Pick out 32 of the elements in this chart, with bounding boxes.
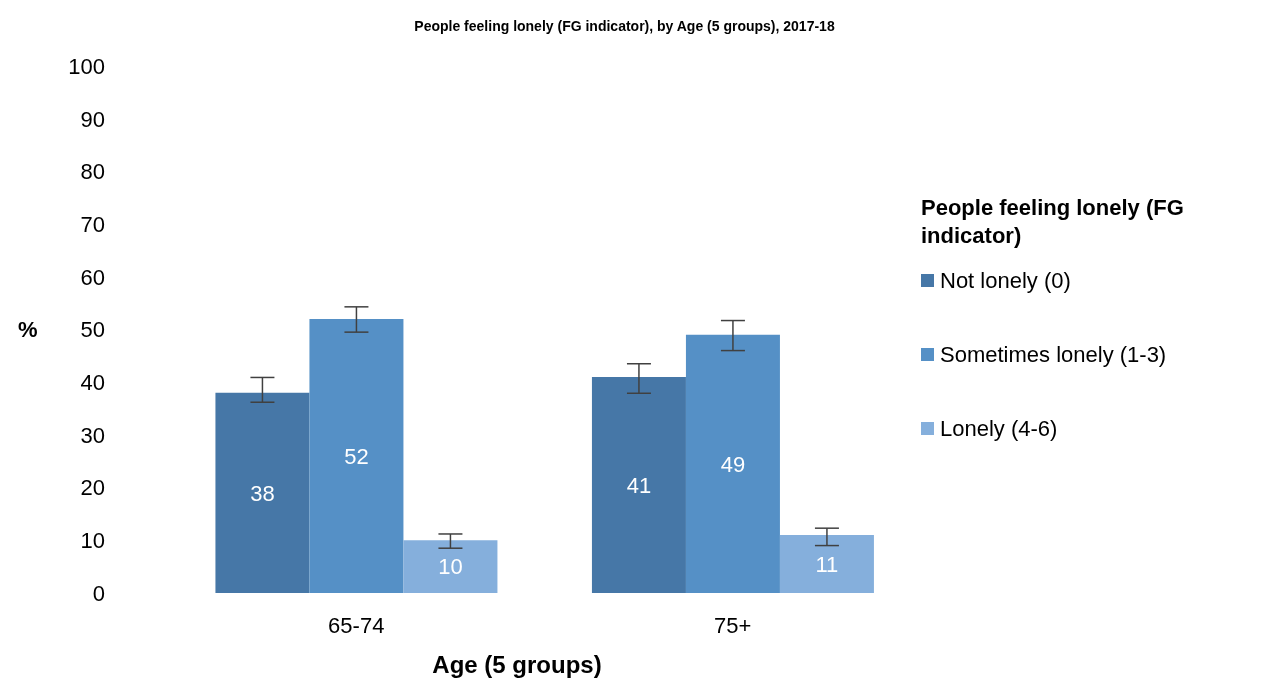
chart-title: People feeling lonely (FG indicator), by Age (5 groups), 2017-18: [413, 17, 836, 36]
bar: [215, 392, 310, 593]
y-tick-label: 30: [80, 422, 105, 448]
legend-label: Not lonely (0): [940, 267, 1071, 294]
y-tick-label: 90: [80, 106, 105, 132]
data-label: 41: [626, 472, 652, 498]
y-tick-label: 100: [68, 53, 105, 79]
y-axis-title: %: [18, 317, 38, 343]
y-tick-label: 70: [80, 211, 105, 237]
data-label: 52: [344, 443, 369, 469]
y-tick-label: 20: [80, 475, 105, 501]
legend-title: People feeling lonely (FG indicator): [921, 193, 1185, 250]
data-label: 49: [720, 451, 746, 477]
y-tick-label: 80: [80, 159, 105, 185]
y-tick-label: 50: [80, 317, 105, 343]
bar: [779, 535, 874, 593]
data-label: 10: [438, 554, 463, 580]
x-axis-title: Age (5 groups): [432, 651, 602, 678]
bar: [591, 376, 686, 593]
bar: [403, 540, 498, 593]
x-tick-label: 75+: [714, 612, 752, 638]
x-tick-label: 65-74: [328, 612, 385, 638]
legend-label: Lonely (4-6): [940, 415, 1058, 442]
y-tick-label: 40: [80, 370, 105, 396]
legend-label: Sometimes lonely (1-3): [940, 341, 1167, 368]
bar: [685, 334, 780, 593]
bar: [309, 318, 404, 593]
data-label: 11: [815, 551, 839, 577]
y-tick-label: 0: [92, 580, 105, 606]
data-label: 38: [250, 480, 275, 506]
y-tick-label: 60: [80, 264, 105, 290]
y-tick-label: 10: [80, 528, 105, 554]
